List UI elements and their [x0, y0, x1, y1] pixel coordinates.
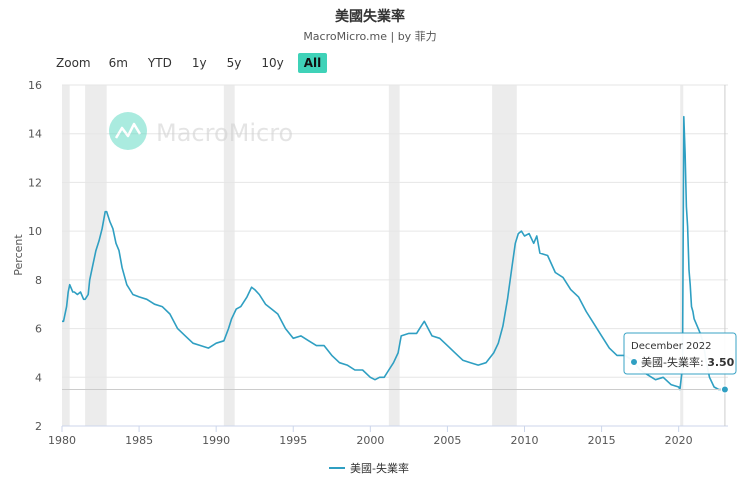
recession-band — [62, 85, 70, 426]
y-tick-label: 6 — [35, 323, 42, 336]
tooltip-sep: : — [700, 356, 707, 369]
x-tick-label: 2015 — [588, 434, 616, 447]
y-axis-title: Percent — [12, 234, 25, 276]
legend[interactable]: 美國-失業率 — [329, 461, 409, 475]
x-tick-label: 2005 — [433, 434, 461, 447]
y-axis: 2 4 6 8 10 12 14 16 — [28, 79, 42, 433]
watermark: MacroMicro — [109, 112, 293, 150]
legend-label[interactable]: 美國-失業率 — [350, 461, 409, 475]
hover-point[interactable] — [720, 385, 729, 394]
zoom-10y-button[interactable]: 10y — [261, 56, 284, 70]
recession-band — [492, 85, 517, 426]
tooltip: December 2022 美國-失業率: 3.50 — [623, 332, 737, 375]
x-tick-label: 1990 — [202, 434, 230, 447]
tooltip-box — [623, 332, 737, 375]
x-tick-label: 2020 — [665, 434, 693, 447]
x-tick-label: 1980 — [48, 434, 76, 447]
tooltip-date: December 2022 — [631, 341, 711, 352]
recession-band — [85, 85, 107, 426]
y-tick-label: 2 — [35, 420, 42, 433]
x-axis: 1980 1985 1990 1995 2000 2005 2010 2015 2020 — [48, 425, 728, 447]
y-tick-label: 8 — [35, 274, 42, 287]
y-tick-label: 10 — [28, 225, 42, 238]
watermark-logo-mark — [114, 122, 142, 139]
grid-lines — [62, 84, 728, 378]
recession-band — [680, 85, 684, 426]
zoom-5y-button[interactable]: 5y — [226, 56, 242, 70]
y-tick-label: 4 — [35, 371, 42, 384]
chart-subtitle: MacroMicro.me | by 菲力 — [303, 30, 437, 43]
zoom-label: Zoom — [56, 56, 91, 70]
tooltip-value-line: 美國-失業率: 3.50 — [641, 355, 735, 369]
zoom-toolbar: Zoom 6m YTD 1y 5y 10y All — [56, 52, 335, 74]
y-tick-label: 14 — [28, 128, 42, 141]
zoom-6m-button[interactable]: 6m — [108, 56, 128, 70]
tooltip-value: 3.50 — [707, 356, 734, 369]
series-line-unemployment[interactable] — [62, 115, 725, 391]
x-tick-label: 1995 — [279, 434, 307, 447]
recession-band — [223, 85, 235, 426]
zoom-all-button[interactable]: All — [297, 53, 328, 73]
y-tick-label: 12 — [28, 176, 42, 189]
x-tick-label: 1985 — [125, 434, 153, 447]
y-tick-label: 16 — [28, 79, 42, 92]
zoom-1y-button[interactable]: 1y — [191, 56, 207, 70]
recession-band — [388, 85, 400, 426]
zoom-ytd-button[interactable]: YTD — [147, 56, 172, 70]
tooltip-series-name: 美國-失業率 — [641, 355, 700, 369]
watermark-logo-icon — [109, 112, 147, 150]
chart-title: 美國失業率 — [335, 9, 405, 25]
watermark-text: MacroMicro — [156, 119, 293, 147]
x-tick-label: 2010 — [511, 434, 539, 447]
tooltip-series-marker — [631, 359, 637, 365]
recession-bands — [62, 85, 684, 426]
x-tick-label: 2000 — [356, 434, 384, 447]
